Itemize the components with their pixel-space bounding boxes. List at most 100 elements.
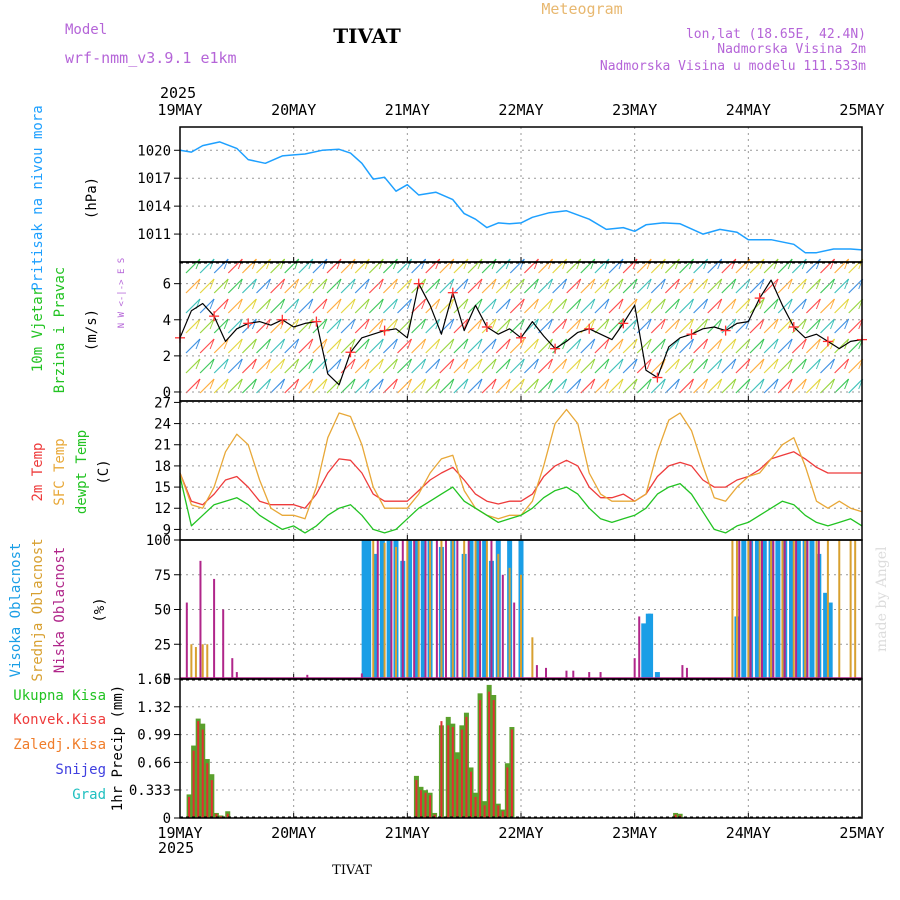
wind-barb bbox=[707, 298, 723, 314]
wind-barb bbox=[213, 318, 229, 334]
wind-barb bbox=[382, 258, 398, 274]
wind-barb-tick bbox=[815, 278, 821, 290]
cloud-low-bar bbox=[235, 672, 238, 679]
wind-barb-tick bbox=[703, 278, 709, 290]
wind-barb-tick bbox=[674, 278, 680, 290]
wind-barb bbox=[749, 298, 765, 314]
wind-barb bbox=[453, 358, 469, 374]
cloud-mid-bar bbox=[735, 540, 738, 679]
wind-barb bbox=[749, 378, 765, 394]
wind-barb bbox=[481, 298, 497, 314]
chart-subtitle: Meteogram bbox=[541, 0, 622, 18]
wind-barb bbox=[820, 298, 835, 314]
wind-barb-tick bbox=[533, 298, 539, 310]
x-tick-label-top: 25MAY bbox=[839, 101, 884, 119]
wind-barb-tick bbox=[308, 318, 314, 330]
wind-barb-tick bbox=[618, 298, 624, 310]
wind-barb bbox=[735, 278, 751, 294]
cloud-low-bar bbox=[456, 540, 459, 679]
wind-barb bbox=[270, 298, 286, 314]
wind-barb bbox=[185, 298, 201, 314]
wind-barb bbox=[312, 318, 328, 334]
wind-barb bbox=[340, 258, 356, 274]
precip-conv-bar bbox=[201, 729, 204, 818]
wind-barb bbox=[594, 258, 610, 274]
wind-barb bbox=[763, 378, 779, 394]
wind-barb bbox=[368, 258, 384, 274]
wind-barb bbox=[622, 298, 638, 314]
wind-barb bbox=[439, 338, 455, 354]
wind-barb-tick bbox=[308, 358, 314, 370]
wind-barb bbox=[679, 258, 694, 274]
wind-unit: (m/s) bbox=[84, 309, 100, 351]
footer-name: TIVAT bbox=[332, 863, 372, 878]
wind-barb-tick bbox=[378, 338, 384, 350]
wind-barb-tick bbox=[773, 358, 779, 370]
y-tick-label: 24 bbox=[154, 417, 171, 433]
wind-barb bbox=[650, 378, 666, 394]
wind-barb-tick bbox=[604, 298, 610, 310]
precip-conv-bar bbox=[456, 759, 459, 818]
pressure-unit: (hPa) bbox=[84, 177, 100, 219]
panel-frame bbox=[179, 678, 863, 819]
wind-barb-tick bbox=[801, 298, 807, 310]
wind-barb bbox=[354, 358, 370, 374]
cloud-mid-bar bbox=[383, 542, 386, 679]
wind-barb bbox=[284, 358, 300, 374]
wind-barb-tick bbox=[576, 298, 582, 310]
wind-barb bbox=[721, 258, 737, 274]
wind-barb bbox=[538, 358, 553, 374]
cloud-high-bar bbox=[468, 540, 474, 679]
wind-barb-tick bbox=[463, 258, 469, 270]
panel-frames bbox=[179, 126, 863, 819]
precip-conv-bar bbox=[206, 763, 209, 818]
cloud-low-bar bbox=[467, 540, 470, 679]
wind-barb-tick bbox=[759, 358, 765, 370]
y-tick-label: 0 bbox=[163, 811, 171, 827]
wind-barb bbox=[650, 278, 666, 294]
wind-barb-tick bbox=[209, 378, 215, 390]
wind-barb bbox=[298, 278, 314, 294]
wind-barb bbox=[439, 298, 455, 314]
wind-barb bbox=[467, 258, 483, 274]
wind-barb bbox=[382, 278, 398, 294]
wind-barb bbox=[256, 258, 271, 274]
wind-barb-tick bbox=[491, 318, 497, 330]
wind-barb bbox=[340, 358, 356, 374]
y-tick-label: 1017 bbox=[137, 171, 171, 187]
wind-barb-tick bbox=[660, 298, 666, 310]
cloud-low-bar bbox=[685, 667, 688, 679]
wind-barb bbox=[298, 378, 314, 394]
wind-barb bbox=[354, 378, 370, 394]
wind-barb bbox=[368, 338, 384, 354]
wind-barb-tick bbox=[491, 358, 497, 370]
wind-barb bbox=[368, 378, 384, 394]
wind-barb-tick bbox=[519, 298, 525, 310]
cloud-mid-bar bbox=[463, 540, 466, 679]
lonlat-text: lon,lat (18.65E, 42.4N) bbox=[686, 27, 866, 42]
wind-barb-tick bbox=[308, 298, 314, 310]
cloud-high-bar bbox=[827, 602, 833, 679]
wind-barb bbox=[298, 258, 314, 274]
wind-barb bbox=[241, 318, 257, 334]
wind-barb-tick bbox=[576, 278, 582, 290]
wind-barb bbox=[805, 258, 821, 274]
wind-barb-tick bbox=[237, 358, 243, 370]
wind-barb-tick bbox=[703, 298, 709, 310]
y-tick-label: 2 bbox=[163, 349, 171, 365]
wind-barb-tick bbox=[548, 258, 553, 270]
wind-barb-tick bbox=[209, 318, 215, 330]
precip-conv-bar bbox=[419, 790, 422, 818]
wind-barb bbox=[467, 378, 483, 394]
wind-barb bbox=[650, 338, 666, 354]
wind-barb bbox=[622, 258, 638, 274]
wind-barb bbox=[397, 258, 412, 274]
wind-barb bbox=[256, 378, 271, 394]
wind-barb bbox=[777, 278, 793, 294]
wind-barb-tick bbox=[449, 318, 455, 330]
wind-barb-tick bbox=[251, 338, 257, 350]
wind-barb bbox=[354, 318, 370, 334]
wind-barb bbox=[777, 338, 793, 354]
wind-barb-tick bbox=[322, 318, 328, 330]
wind-barb-tick bbox=[717, 318, 723, 330]
